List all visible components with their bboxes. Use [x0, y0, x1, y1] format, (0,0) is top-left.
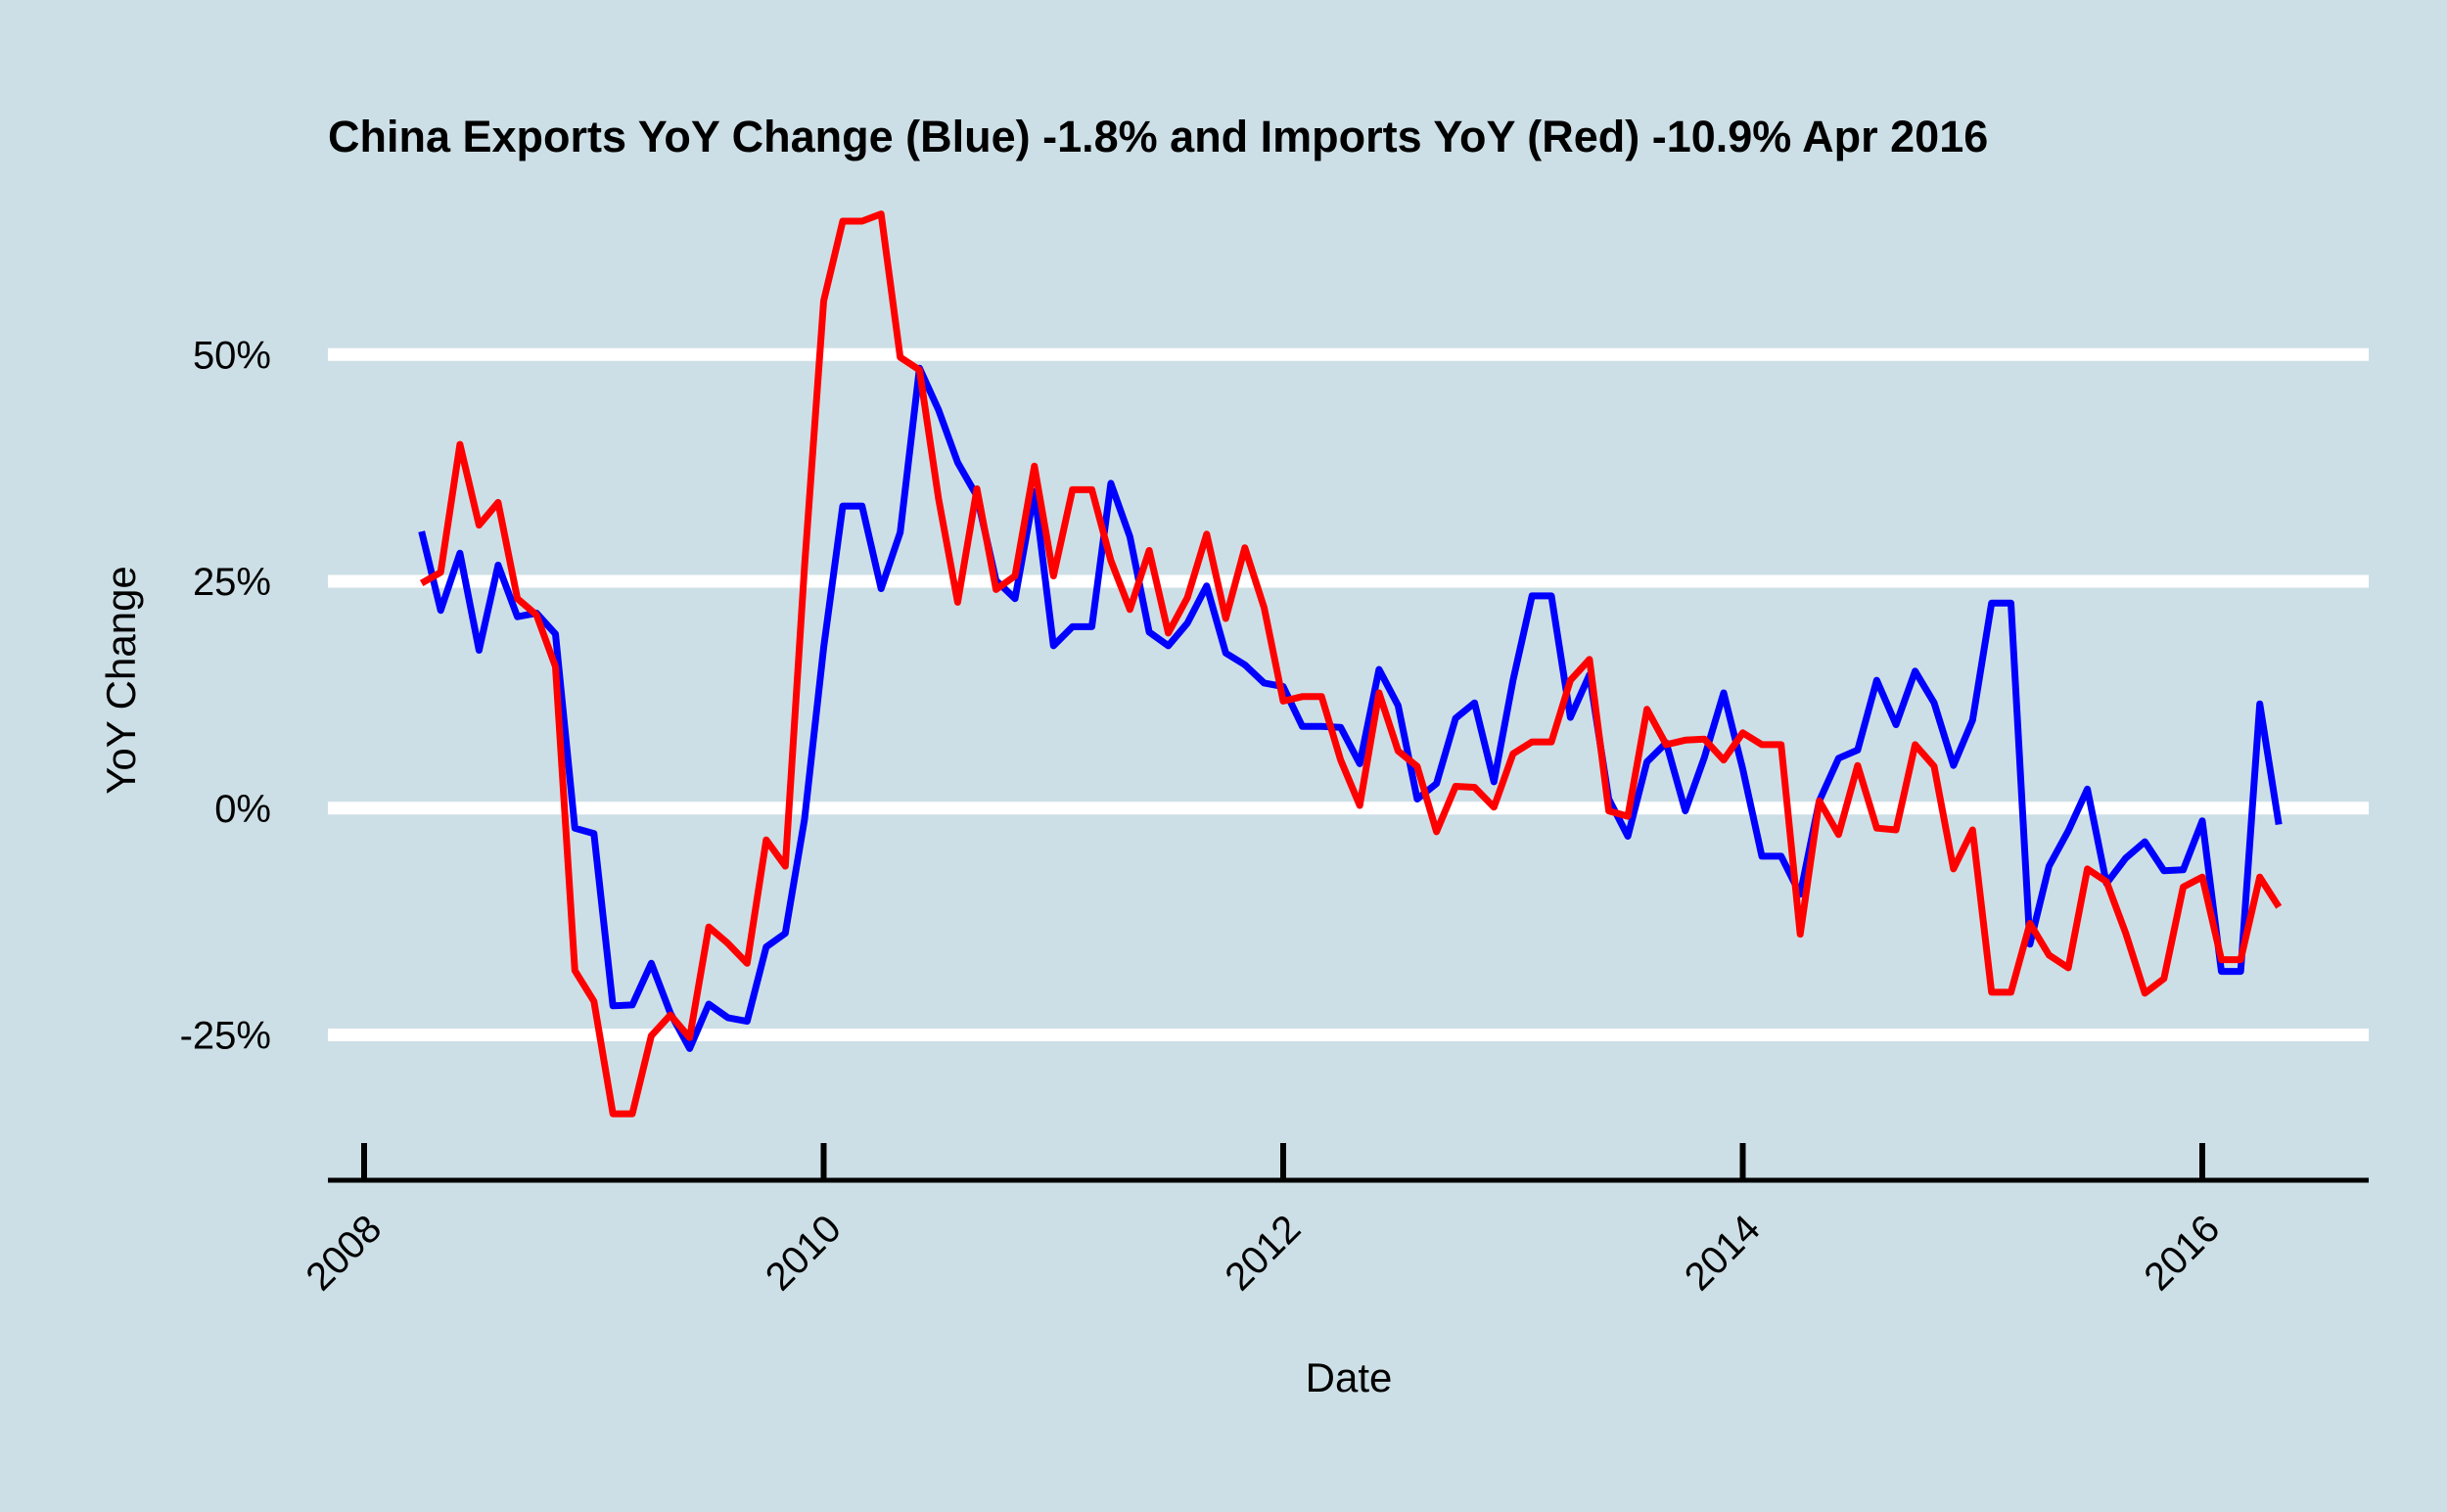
y-tick-label: 50%	[193, 334, 271, 377]
x-axis-title: Date	[1306, 1354, 1393, 1400]
series-lines	[418, 210, 2283, 1118]
grid-lines	[328, 347, 2369, 1041]
y-tick-label: -25%	[180, 1015, 271, 1058]
y-axis-title: YoY Change	[98, 566, 144, 795]
y-tick-labels: 50% 25% 0% -25%	[180, 334, 271, 1057]
y-tick-label: 25%	[193, 561, 271, 604]
y-tick-label: 0%	[214, 788, 271, 831]
chart-title: China Exports YoY Change (Blue) -1.8% an…	[328, 112, 1988, 161]
exports-line	[418, 364, 2283, 1052]
imports-line	[419, 210, 2283, 1118]
